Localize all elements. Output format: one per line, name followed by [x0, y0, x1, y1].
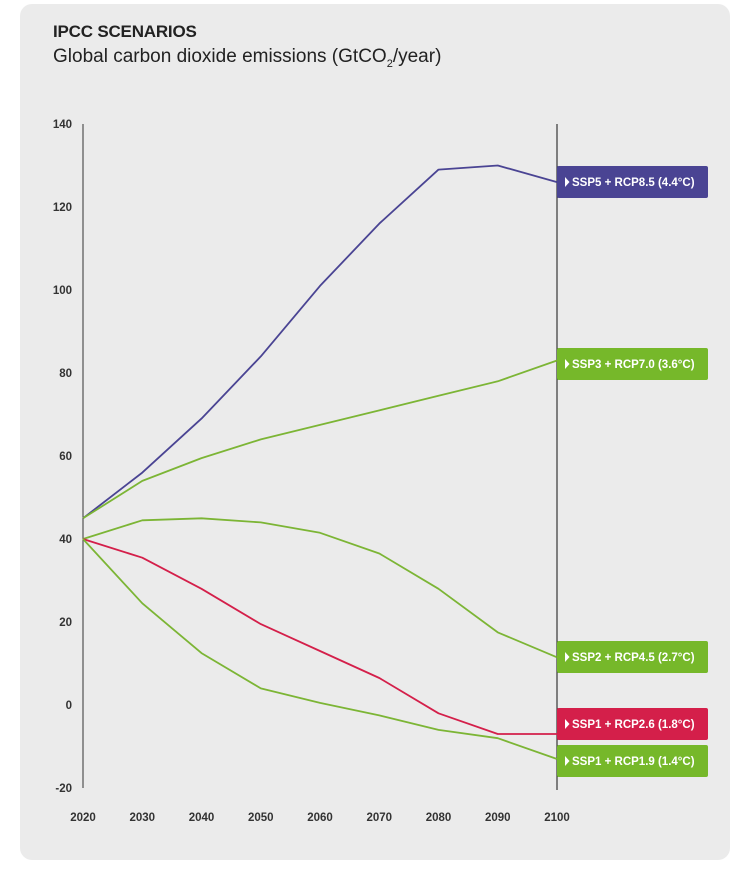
series-label-text: SSP1 + RCP1.9 (1.4°C) [572, 756, 695, 768]
chevron-right-icon [565, 652, 570, 662]
series-label-box [557, 348, 708, 380]
y-tick-label: 0 [66, 700, 72, 712]
series-label: SSP2 + RCP4.5 (2.7°C) [557, 641, 708, 673]
chart-axes: 140 120 100 80 60 40 20 0 -20 2020 2030 2040 2050 206… [53, 119, 570, 824]
series-label-box [557, 745, 708, 777]
series-line [82, 538, 557, 735]
series-line [82, 538, 558, 760]
series-label: SSP1 + RCP2.6 (1.8°C) [557, 708, 708, 740]
x-tick-label: 2080 [426, 812, 452, 824]
x-tick-label: 2050 [248, 812, 274, 824]
y-tick-label: 120 [53, 202, 72, 214]
x-tick-label: 2040 [189, 812, 215, 824]
x-tick-label: 2030 [129, 812, 155, 824]
y-tick-label: 40 [59, 534, 72, 546]
y-tick-label: 140 [53, 119, 72, 131]
series-label-text: SSP1 + RCP2.6 (1.8°C) [572, 719, 695, 731]
y-tick-label: 60 [59, 451, 72, 463]
chevron-right-icon [565, 719, 570, 729]
series-line [82, 359, 558, 520]
chart-title: IPCC SCENARIOS [53, 22, 197, 41]
y-tick-label: -20 [55, 783, 72, 795]
chevron-right-icon [565, 756, 570, 766]
series-label-box [557, 708, 708, 740]
chevron-right-icon [565, 359, 570, 369]
chart-series-lines [82, 164, 558, 760]
series-label-text: SSP5 + RCP8.5 (4.4°C) [572, 177, 695, 189]
series-label-text: SSP3 + RCP7.0 (3.6°C) [572, 359, 695, 371]
series-label-text: SSP2 + RCP4.5 (2.7°C) [572, 652, 695, 664]
x-tick-label: 2020 [70, 812, 96, 824]
x-tick-label: 2090 [485, 812, 511, 824]
series-label: SSP1 + RCP1.9 (1.4°C) [557, 745, 708, 777]
series-line [82, 517, 558, 659]
y-tick-label: 20 [59, 617, 72, 629]
series-line [82, 164, 558, 520]
series-label-box [557, 166, 708, 198]
x-tick-label: 2060 [307, 812, 333, 824]
y-tick-label: 100 [53, 285, 72, 297]
series-label: SSP3 + RCP7.0 (3.6°C) [557, 348, 708, 380]
x-tick-label: 2070 [366, 812, 392, 824]
chevron-right-icon [565, 177, 570, 187]
x-tick-label: 2100 [544, 812, 570, 824]
chart-series-labels: SSP5 + RCP8.5 (4.4°C) SSP3 + RCP7.0 (3.6°… [557, 166, 708, 777]
chart-subtitle: Global carbon dioxide emissions (GtCO2/y… [53, 46, 442, 70]
series-label: SSP5 + RCP8.5 (4.4°C) [557, 166, 708, 198]
series-label-box [557, 641, 708, 673]
y-tick-label: 80 [59, 368, 72, 380]
